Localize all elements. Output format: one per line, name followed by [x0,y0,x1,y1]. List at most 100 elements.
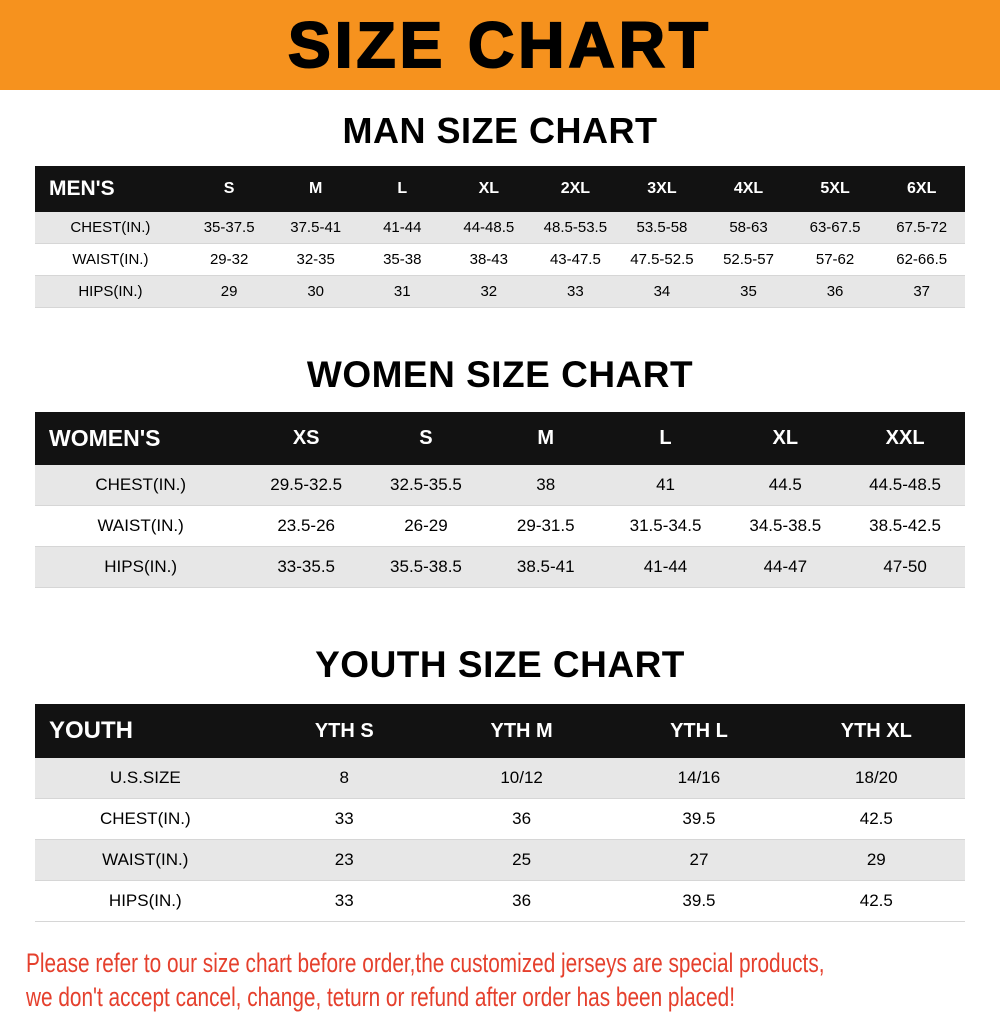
column-header: L [358,166,446,212]
cell-value: 44.5-48.5 [869,475,942,494]
cell-value: 37 [913,283,931,300]
table-body: CHEST(IN.) 29.5-32.5 32.5-35.5 38 41 44.5 44.5… [35,465,965,588]
table-row: WAIST(IN.) 23.5-26 26-29 29-31.5 31.5-34.5 34… [35,505,965,547]
column-header: XS [246,412,367,465]
column-header: XL [445,166,533,212]
cell-value: 37.5-41 [290,219,342,236]
cell-value: 29-32 [209,251,249,268]
table-row: CHEST(IN.) 33 36 39.5 42.5 [35,798,965,840]
row-label: CHEST(IN.) [70,219,151,236]
cell-value: 29 [220,283,238,300]
table-body: CHEST(IN.) 35-37.5 37.5-41 41-44 44-48.5 48.5… [35,212,965,308]
cell-value: 26-29 [404,516,448,535]
table-corner-label: YOUTH [35,704,256,758]
table-head: YOUTH YTH S YTH M YTH L YTH XL [35,704,965,758]
cell-value: 30 [307,283,325,300]
cell-value: 29 [866,850,886,869]
table-header-row: MEN'S S M L XL 2XL 3XL 4XL 5XL 6XL [35,166,965,212]
row-label: CHEST(IN.) [95,475,186,494]
cell-value: 23.5-26 [277,516,336,535]
cell-value: 25 [512,850,532,869]
row-label: HIPS(IN.) [108,891,182,910]
table-row: HIPS(IN.) 33 36 39.5 42.5 [35,880,965,922]
table-row: WAIST(IN.) 23 25 27 29 [35,839,965,881]
column-header: XL [725,412,846,465]
women-section-title: WOMEN SIZE CHART [306,354,694,395]
table-corner-label: WOMEN'S [35,412,247,465]
men-section-title: MAN SIZE CHART [342,110,658,151]
cell-value: 38.5-41 [516,557,575,576]
column-header: 5XL [791,166,879,212]
cell-value: 41 [656,475,675,494]
cell-value: 35-37.5 [203,219,255,236]
cell-value: 63-67.5 [809,219,861,236]
cell-value: 44-47 [763,557,808,576]
table-row: CHEST(IN.) 35-37.5 37.5-41 41-44 44-48.5 48.5… [35,212,965,244]
cell-value: 34 [653,283,671,300]
table-row: U.S.SIZE 8 10/12 14/16 18/20 [35,758,965,799]
women-size-section: WOMEN SIZE CHART WOMEN'S XS S M L XL XXL CHEST(… [0,354,1000,588]
column-header: 6XL [878,166,965,212]
cell-value: 8 [339,768,349,787]
cell-value: 31 [393,283,411,300]
cell-value: 35 [740,283,757,300]
column-header: 4XL [705,166,792,212]
table-corner-label: MEN'S [35,166,186,212]
cell-value: 35-38 [383,251,422,268]
column-header: 3XL [618,166,706,212]
cell-value: 43-47.5 [549,251,601,268]
cell-value: 38-43 [469,251,508,268]
footer-notice: Please refer to our size chart before or… [26,948,1000,1013]
cell-value: 36 [826,283,844,300]
cell-value: 47.5-52.5 [630,251,694,268]
cell-value: 36 [512,891,532,910]
cell-value: 27 [689,850,709,869]
column-header: YTH M [432,704,611,758]
men-size-table: MEN'S S M L XL 2XL 3XL 4XL 5XL 6XL CHEST(IN.) 35-37… [35,166,965,308]
table-row: HIPS(IN.) 29 30 31 32 33 34 35 36 37 [35,275,965,308]
cell-value: 42.5 [859,809,893,828]
row-label: HIPS(IN.) [104,557,178,576]
table-row: CHEST(IN.) 29.5-32.5 32.5-35.5 38 41 44.5 44.5… [35,465,965,506]
cell-value: 33 [567,283,584,300]
cell-value: 47-50 [883,557,927,576]
cell-value: 53.5-58 [636,219,688,236]
column-header: S [185,166,273,212]
table-head: MEN'S S M L XL 2XL 3XL 4XL 5XL 6XL [35,166,965,212]
cell-value: 29-31.5 [516,516,575,535]
table-header-row: YOUTH YTH S YTH M YTH L YTH XL [35,704,965,758]
cell-value: 39.5 [682,809,716,828]
row-label: HIPS(IN.) [78,283,143,300]
cell-value: 41-44 [643,557,688,576]
cell-value: 36 [512,809,532,828]
table-row: WAIST(IN.) 29-32 32-35 35-38 38-43 43-47.5 47.… [35,243,965,276]
column-header: XXL [845,412,965,465]
youth-size-section: YOUTH SIZE CHART YOUTH YTH S YTH M YTH L YTH… [0,644,1000,922]
table-header-row: WOMEN'S XS S M L XL XXL [35,412,965,465]
men-size-section: MAN SIZE CHART MEN'S S M L XL 2XL 3XL 4XL 5XL 6XL… [0,110,1000,308]
table-row: HIPS(IN.) 33-35.5 35.5-38.5 38.5-41 41-44 44-… [35,546,965,588]
youth-size-table: YOUTH YTH S YTH M YTH L YTH XL U.S.SIZE 8 10/12… [35,704,965,922]
cell-value: 33 [334,891,354,910]
cell-value: 38 [536,475,556,494]
cell-value: 32.5-35.5 [390,475,462,494]
cell-value: 67.5-72 [896,219,948,236]
column-header: S [366,412,486,465]
row-label: WAIST(IN.) [72,251,149,268]
column-header: M [272,166,359,212]
cell-value: 48.5-53.5 [543,219,608,236]
cell-value: 33 [334,809,354,828]
column-header: 2XL [532,166,619,212]
cell-value: 32-35 [296,251,335,268]
column-header: YTH XL [787,704,965,758]
cell-value: 29.5-32.5 [270,475,343,494]
page-title: SIZE CHART [287,8,712,82]
notice-line-2: we don't accept cancel, change, teturn o… [26,982,735,1012]
notice-line-1: Please refer to our size chart before or… [26,948,825,978]
row-label: U.S.SIZE [109,768,181,787]
cell-value: 35.5-38.5 [390,557,462,576]
cell-value: 38.5-42.5 [869,516,942,535]
cell-value: 44.5 [768,475,802,494]
cell-value: 44-48.5 [463,219,515,236]
